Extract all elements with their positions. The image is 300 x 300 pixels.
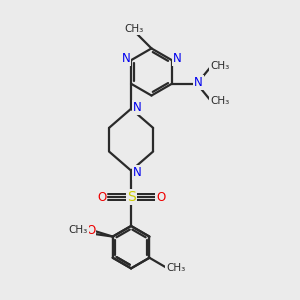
- Text: CH₃: CH₃: [166, 263, 186, 273]
- Text: N: N: [194, 76, 203, 89]
- Text: N: N: [173, 52, 182, 65]
- Text: CH₃: CH₃: [124, 24, 143, 34]
- Text: N: N: [133, 166, 142, 178]
- Text: O: O: [97, 190, 106, 204]
- Text: CH₃: CH₃: [69, 225, 88, 235]
- Text: CH₃: CH₃: [210, 96, 229, 106]
- Text: O: O: [86, 224, 95, 237]
- Text: N: N: [133, 101, 142, 114]
- Text: N: N: [122, 52, 130, 65]
- Text: CH₃: CH₃: [210, 61, 229, 71]
- Text: O: O: [156, 190, 165, 204]
- Text: S: S: [127, 190, 135, 204]
